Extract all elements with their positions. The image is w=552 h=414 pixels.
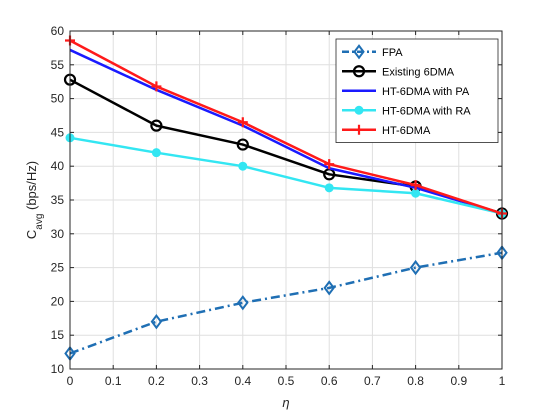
legend-label: Existing 6DMA bbox=[382, 66, 455, 78]
y-tick-label: 25 bbox=[51, 261, 65, 275]
x-tick-label: 0.9 bbox=[450, 374, 467, 388]
data-point bbox=[324, 183, 334, 193]
x-tick-label: 0.2 bbox=[148, 374, 165, 388]
data-point bbox=[150, 119, 163, 132]
y-tick-label: 20 bbox=[51, 294, 65, 308]
legend: FPA Existing 6DMA HT-6DMA with PA HT-6DMA w… bbox=[335, 38, 499, 143]
x-axis-ticks: 0 0.1 0.2 0.3 0.4 0.5 0.6 0.7 0.8 0.9 1 bbox=[67, 31, 506, 388]
series-line bbox=[69, 39, 503, 215]
data-point bbox=[236, 138, 249, 151]
data-point bbox=[354, 124, 364, 135]
x-tick-label: 0.1 bbox=[105, 374, 122, 388]
x-tick-label: 0.5 bbox=[278, 374, 295, 388]
legend-item: HT-6DMA bbox=[342, 124, 431, 137]
data-point bbox=[353, 44, 365, 60]
x-tick-label: 0 bbox=[67, 374, 74, 388]
legend-item: Existing 6DMA bbox=[342, 65, 455, 78]
x-tick-label: 0.3 bbox=[191, 374, 208, 388]
legend-item: HT-6DMA with PA bbox=[342, 86, 470, 98]
legend-label: FPA bbox=[382, 47, 403, 59]
data-point bbox=[410, 180, 421, 191]
x-tick-label: 0.4 bbox=[234, 374, 251, 388]
data-point bbox=[238, 161, 248, 171]
data-point bbox=[151, 148, 161, 158]
y-tick-label: 60 bbox=[51, 24, 65, 38]
legend-item: FPA bbox=[342, 44, 403, 60]
legend-label: HT-6DMA with PA bbox=[382, 86, 470, 98]
x-tick-label: 0.6 bbox=[321, 374, 338, 388]
y-tick-label: 40 bbox=[51, 159, 65, 173]
data-point bbox=[411, 188, 421, 198]
data-point bbox=[237, 295, 249, 311]
data-point bbox=[237, 117, 248, 128]
y-axis-label-subscript: avg bbox=[34, 214, 45, 230]
y-tick-label: 30 bbox=[51, 227, 65, 241]
x-tick-label: 1 bbox=[499, 374, 506, 388]
data-point bbox=[409, 259, 422, 276]
series-ht-6dma-with-ra bbox=[65, 133, 507, 219]
series-line bbox=[69, 136, 503, 215]
y-axis-label: Cavg (bps/Hz) bbox=[24, 161, 45, 239]
y-tick-label: 55 bbox=[51, 58, 65, 72]
series-ht-6dma-with-pa bbox=[69, 48, 503, 215]
x-axis-label: η bbox=[282, 395, 289, 410]
legend-item: HT-6DMA with RA bbox=[342, 105, 471, 117]
data-point bbox=[323, 280, 335, 296]
y-axis-ticks: 10 15 20 25 30 35 40 45 50 55 60 bbox=[51, 24, 502, 376]
y-tick-label: 35 bbox=[51, 193, 65, 207]
x-tick-label: 0.7 bbox=[364, 374, 381, 388]
y-tick-label: 15 bbox=[51, 328, 65, 342]
series-line bbox=[69, 48, 503, 215]
legend-label: HT-6DMA with RA bbox=[382, 105, 471, 117]
data-point bbox=[324, 159, 335, 170]
y-tick-label: 45 bbox=[51, 125, 65, 139]
y-tick-label: 10 bbox=[51, 362, 65, 376]
legend-label: HT-6DMA bbox=[382, 125, 431, 137]
y-tick-label: 50 bbox=[51, 92, 65, 106]
x-tick-label: 0.8 bbox=[407, 374, 424, 388]
data-point bbox=[352, 65, 366, 78]
y-axis-label-main: C bbox=[24, 230, 39, 239]
data-point bbox=[151, 81, 162, 92]
data-point bbox=[150, 314, 163, 330]
y-axis-label-unit: (bps/Hz) bbox=[24, 161, 39, 214]
series-line bbox=[69, 251, 503, 355]
data-point bbox=[354, 105, 364, 115]
